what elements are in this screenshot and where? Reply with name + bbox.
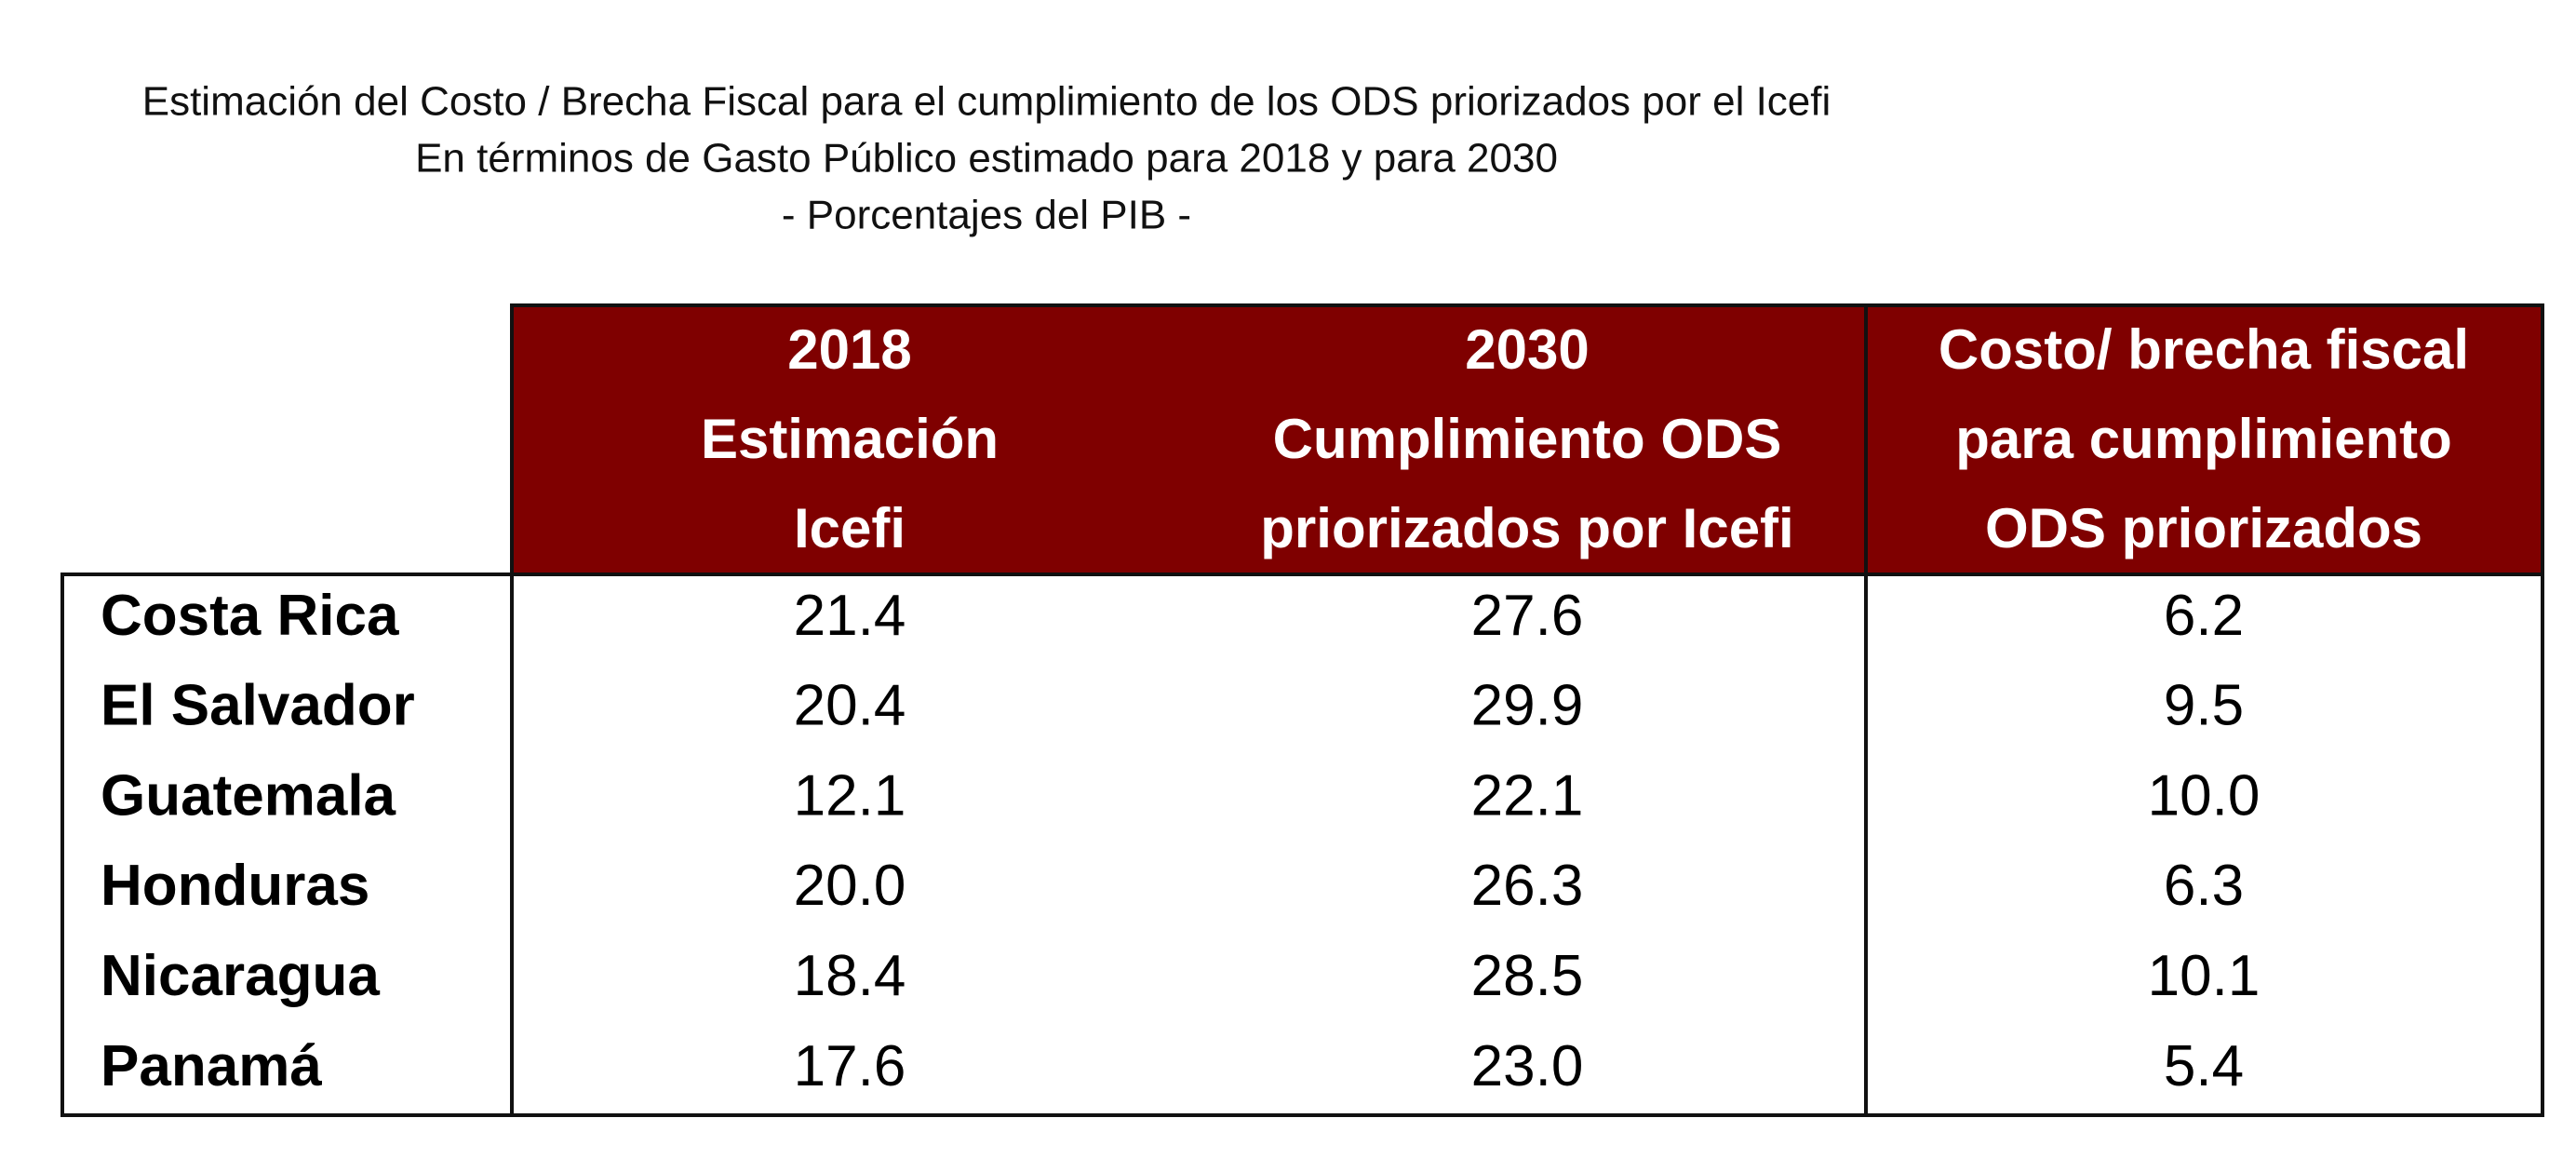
cell-value: 6.3 bbox=[2164, 854, 2244, 918]
cell-value: 29.9 bbox=[1471, 674, 1584, 738]
column-header: Estimación bbox=[701, 408, 999, 470]
title-line: En términos de Gasto Público estimado pa… bbox=[415, 136, 1558, 182]
column-header: para cumplimiento bbox=[1955, 408, 2451, 470]
body-border bbox=[60, 573, 2544, 1117]
column-header: ODS priorizados bbox=[1985, 497, 2422, 559]
column-header: 2030 bbox=[1465, 318, 1589, 381]
cell-value: 21.4 bbox=[794, 584, 906, 648]
column-header: Cumplimiento ODS bbox=[1273, 408, 1782, 470]
row-label: Panamá bbox=[101, 1034, 322, 1098]
cell-value: 5.4 bbox=[2164, 1034, 2244, 1098]
column-header: Costo/ brecha fiscal bbox=[1939, 318, 2469, 381]
cell-value: 27.6 bbox=[1471, 584, 1584, 648]
column-header: priorizados por Icefi bbox=[1260, 497, 1793, 559]
column-header: Icefi bbox=[794, 497, 906, 559]
cell-value: 26.3 bbox=[1471, 854, 1584, 918]
row-label: El Salvador bbox=[101, 674, 415, 738]
title-line: Estimación del Costo / Brecha Fiscal par… bbox=[142, 79, 1831, 125]
row-label: Costa Rica bbox=[101, 584, 399, 648]
row-label: Honduras bbox=[101, 854, 369, 918]
cell-value: 12.1 bbox=[794, 763, 906, 828]
cell-value: 22.1 bbox=[1471, 763, 1584, 828]
column-header: 2018 bbox=[787, 318, 911, 381]
cell-value: 28.5 bbox=[1471, 944, 1584, 1008]
title-line: - Porcentajes del PIB - bbox=[782, 193, 1191, 238]
cell-value: 10.1 bbox=[2148, 944, 2261, 1008]
header-band bbox=[510, 303, 2544, 576]
cell-value: 20.0 bbox=[794, 854, 906, 918]
cell-value: 23.0 bbox=[1471, 1034, 1584, 1098]
row-label: Nicaragua bbox=[101, 944, 380, 1008]
cell-value: 20.4 bbox=[794, 674, 906, 738]
row-label: Guatemala bbox=[101, 763, 396, 828]
cell-value: 9.5 bbox=[2164, 674, 2244, 738]
cell-value: 17.6 bbox=[794, 1034, 906, 1098]
cell-value: 10.0 bbox=[2148, 763, 2261, 828]
cell-value: 6.2 bbox=[2164, 584, 2244, 648]
cell-value: 18.4 bbox=[794, 944, 906, 1008]
